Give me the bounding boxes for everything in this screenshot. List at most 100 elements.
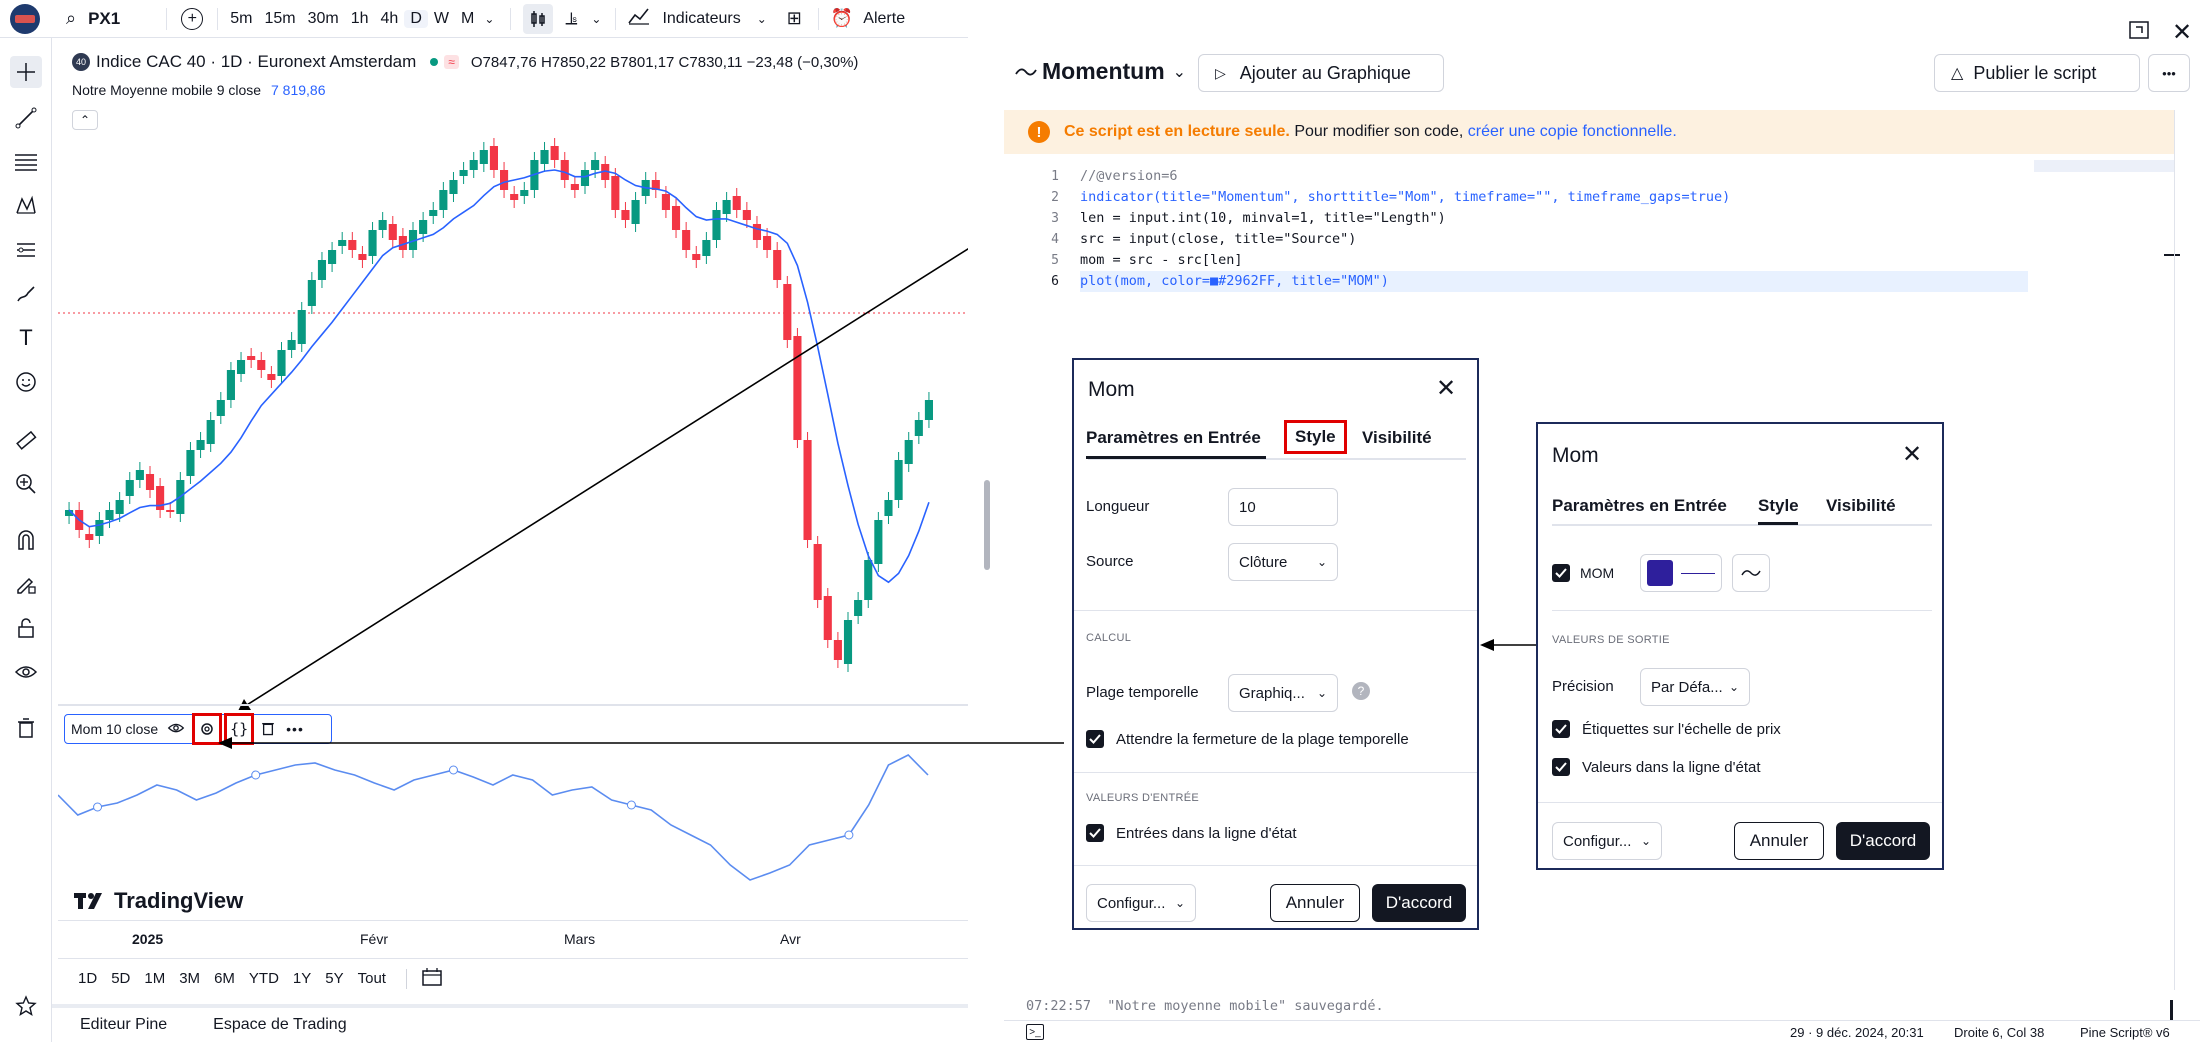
trash-icon[interactable] <box>260 720 276 739</box>
cancel-button[interactable]: Annuler <box>1270 884 1360 922</box>
indicators-icon[interactable] <box>628 7 650 30</box>
range-5d[interactable]: 5D <box>111 970 131 987</box>
settings-gear-icon[interactable] <box>192 713 223 745</box>
source-code-icon[interactable]: {} <box>224 713 255 745</box>
language-version[interactable]: Pine Script® v6 <box>2080 1025 2170 1040</box>
range-6m[interactable]: 6M <box>214 970 235 987</box>
text-icon[interactable]: T <box>19 325 33 350</box>
wait-close-checkbox[interactable]: Attendre la fermeture de la plage tempor… <box>1086 730 1409 748</box>
tab-style[interactable]: Style <box>1284 420 1347 454</box>
chevron-down-icon[interactable]: ⌄ <box>591 11 602 26</box>
tab-inputs[interactable]: Paramètres en Entrée <box>1086 428 1261 447</box>
range-5y[interactable]: 5Y <box>325 970 344 987</box>
symbol-search[interactable]: PX1 <box>88 8 121 28</box>
resize-handle[interactable] <box>2170 1000 2173 1020</box>
close-icon[interactable]: ✕ <box>1436 375 1457 402</box>
cancel-button[interactable]: Annuler <box>1734 822 1824 860</box>
chart-title[interactable]: Indice CAC 40 · 1D · Euronext Amsterdam <box>96 52 417 71</box>
interval-m[interactable]: M <box>460 9 475 27</box>
forecast-icon[interactable] <box>10 234 42 266</box>
tab-trading-panel[interactable]: Espace de Trading <box>213 1016 347 1033</box>
interval-1h[interactable]: 1h <box>350 9 369 27</box>
script-selector[interactable]: Momentum ⌄ <box>1014 58 1186 85</box>
star-icon[interactable] <box>10 990 42 1022</box>
ma-legend[interactable]: Notre Moyenne mobile 9 close 7 819,86 <box>72 82 326 98</box>
bar-style-icon[interactable]: ⫡ <box>565 8 578 28</box>
eye-icon[interactable] <box>166 720 186 739</box>
ok-button[interactable]: D'accord <box>1372 884 1466 922</box>
interval-d[interactable]: D <box>404 9 428 28</box>
interval-15m[interactable]: 15m <box>264 9 296 27</box>
candles-icon[interactable] <box>523 3 554 34</box>
status-line-checkbox[interactable]: Valeurs dans la ligne d'état <box>1552 758 1761 776</box>
interval-30m[interactable]: 30m <box>307 9 339 27</box>
close-icon[interactable]: ✕ <box>2172 19 2193 46</box>
indicators-button[interactable]: Indicateurs <box>662 9 741 27</box>
date-range-icon[interactable] <box>421 967 443 991</box>
collapse-legend-button[interactable]: ⌃ <box>72 110 98 130</box>
precision-select[interactable]: Par Défa... ⌄ <box>1640 668 1750 706</box>
more-options-button[interactable]: ••• <box>2148 54 2190 92</box>
magnet-icon[interactable] <box>10 524 42 556</box>
pane-resizer[interactable] <box>986 40 989 150</box>
mom-legend[interactable]: Mom 10 close {} ••• <box>64 713 332 745</box>
interval-5m[interactable]: 5m <box>230 9 253 27</box>
tradingview-logo[interactable]: TradingView <box>74 888 243 914</box>
brush-icon[interactable] <box>10 278 42 310</box>
code-minimap[interactable] <box>2034 160 2174 172</box>
code-editor[interactable]: 1 2 3 4 5 6 //@version=6 indicator(title… <box>1004 160 2174 320</box>
tab-visibility[interactable]: Visibilité <box>1826 496 1896 515</box>
more-icon[interactable]: ••• <box>286 721 304 737</box>
checkbox-checked-icon[interactable] <box>1086 824 1104 842</box>
crosshair-icon[interactable] <box>10 56 42 88</box>
timeframe-select[interactable]: Graphiq... ⌄ <box>1228 674 1338 712</box>
checkbox-checked-icon[interactable] <box>1086 730 1104 748</box>
range-all[interactable]: Tout <box>357 970 386 987</box>
publish-script-button[interactable]: △ Publier le script <box>1934 54 2140 92</box>
compare-plus-icon[interactable]: + <box>181 7 204 30</box>
range-1m[interactable]: 1M <box>144 970 166 987</box>
range-ytd[interactable]: YTD <box>248 970 279 987</box>
range-1d[interactable]: 1D <box>78 970 98 987</box>
defaults-dropdown[interactable]: Configur... ⌄ <box>1086 884 1196 922</box>
length-input[interactable]: 10 <box>1228 488 1338 526</box>
tab-pine-editor[interactable]: Editeur Pine <box>80 1016 168 1033</box>
alert-button[interactable]: Alerte <box>863 9 906 27</box>
help-icon[interactable]: ? <box>1352 682 1370 700</box>
chart-area[interactable]: 40 Indice CAC 40 · 1D · Euronext Amsterd… <box>58 40 968 1030</box>
search-icon[interactable]: ⌕ <box>66 8 77 28</box>
price-scale-checkbox[interactable]: Étiquettes sur l'échelle de prix <box>1552 720 1781 738</box>
chevron-down-icon[interactable]: ⌄ <box>756 11 767 26</box>
pane-divider[interactable] <box>58 704 968 706</box>
add-to-chart-button[interactable]: ▷ Ajouter au Graphique <box>1198 54 1444 92</box>
pattern-icon[interactable] <box>10 190 42 222</box>
color-picker-button[interactable] <box>1640 554 1722 592</box>
checkbox-checked-icon[interactable] <box>1552 720 1570 738</box>
plot-type-button[interactable] <box>1732 554 1770 592</box>
version-info[interactable]: 29 · 9 déc. 2024, 20:31 <box>1790 1025 1924 1040</box>
zoom-in-icon[interactable] <box>10 468 42 500</box>
ok-button[interactable]: D'accord <box>1836 822 1930 860</box>
eye-icon[interactable] <box>10 656 42 688</box>
alarm-clock-icon[interactable]: ⏰ <box>830 8 854 28</box>
tab-inputs[interactable]: Paramètres en Entrée <box>1552 496 1727 515</box>
tab-visibility[interactable]: Visibilité <box>1362 428 1432 447</box>
edit-lock-icon[interactable] <box>10 568 42 600</box>
range-3m[interactable]: 3M <box>179 970 201 987</box>
range-1y[interactable]: 1Y <box>292 970 312 987</box>
inputs-status-checkbox[interactable]: Entrées dans la ligne d'état <box>1086 824 1296 842</box>
checkbox-checked-icon[interactable] <box>1552 758 1570 776</box>
chart-scrollbar[interactable] <box>984 480 990 570</box>
tab-style[interactable]: Style <box>1758 496 1799 515</box>
layout-grid-icon[interactable]: ⊞ <box>786 8 802 28</box>
interval-4h[interactable]: 4h <box>380 9 399 27</box>
chevron-down-icon[interactable]: ⌄ <box>484 11 495 26</box>
interval-w[interactable]: W <box>433 9 449 27</box>
time-axis[interactable]: 2025 Févr Mars Avr <box>58 920 968 956</box>
ruler-icon[interactable] <box>10 424 42 456</box>
user-avatar[interactable] <box>10 3 40 34</box>
trash-icon[interactable] <box>10 712 42 744</box>
close-icon[interactable]: ✕ <box>1902 441 1923 468</box>
smiley-icon[interactable] <box>10 366 42 398</box>
console-toggle-icon[interactable]: >_ <box>1026 1024 1044 1040</box>
